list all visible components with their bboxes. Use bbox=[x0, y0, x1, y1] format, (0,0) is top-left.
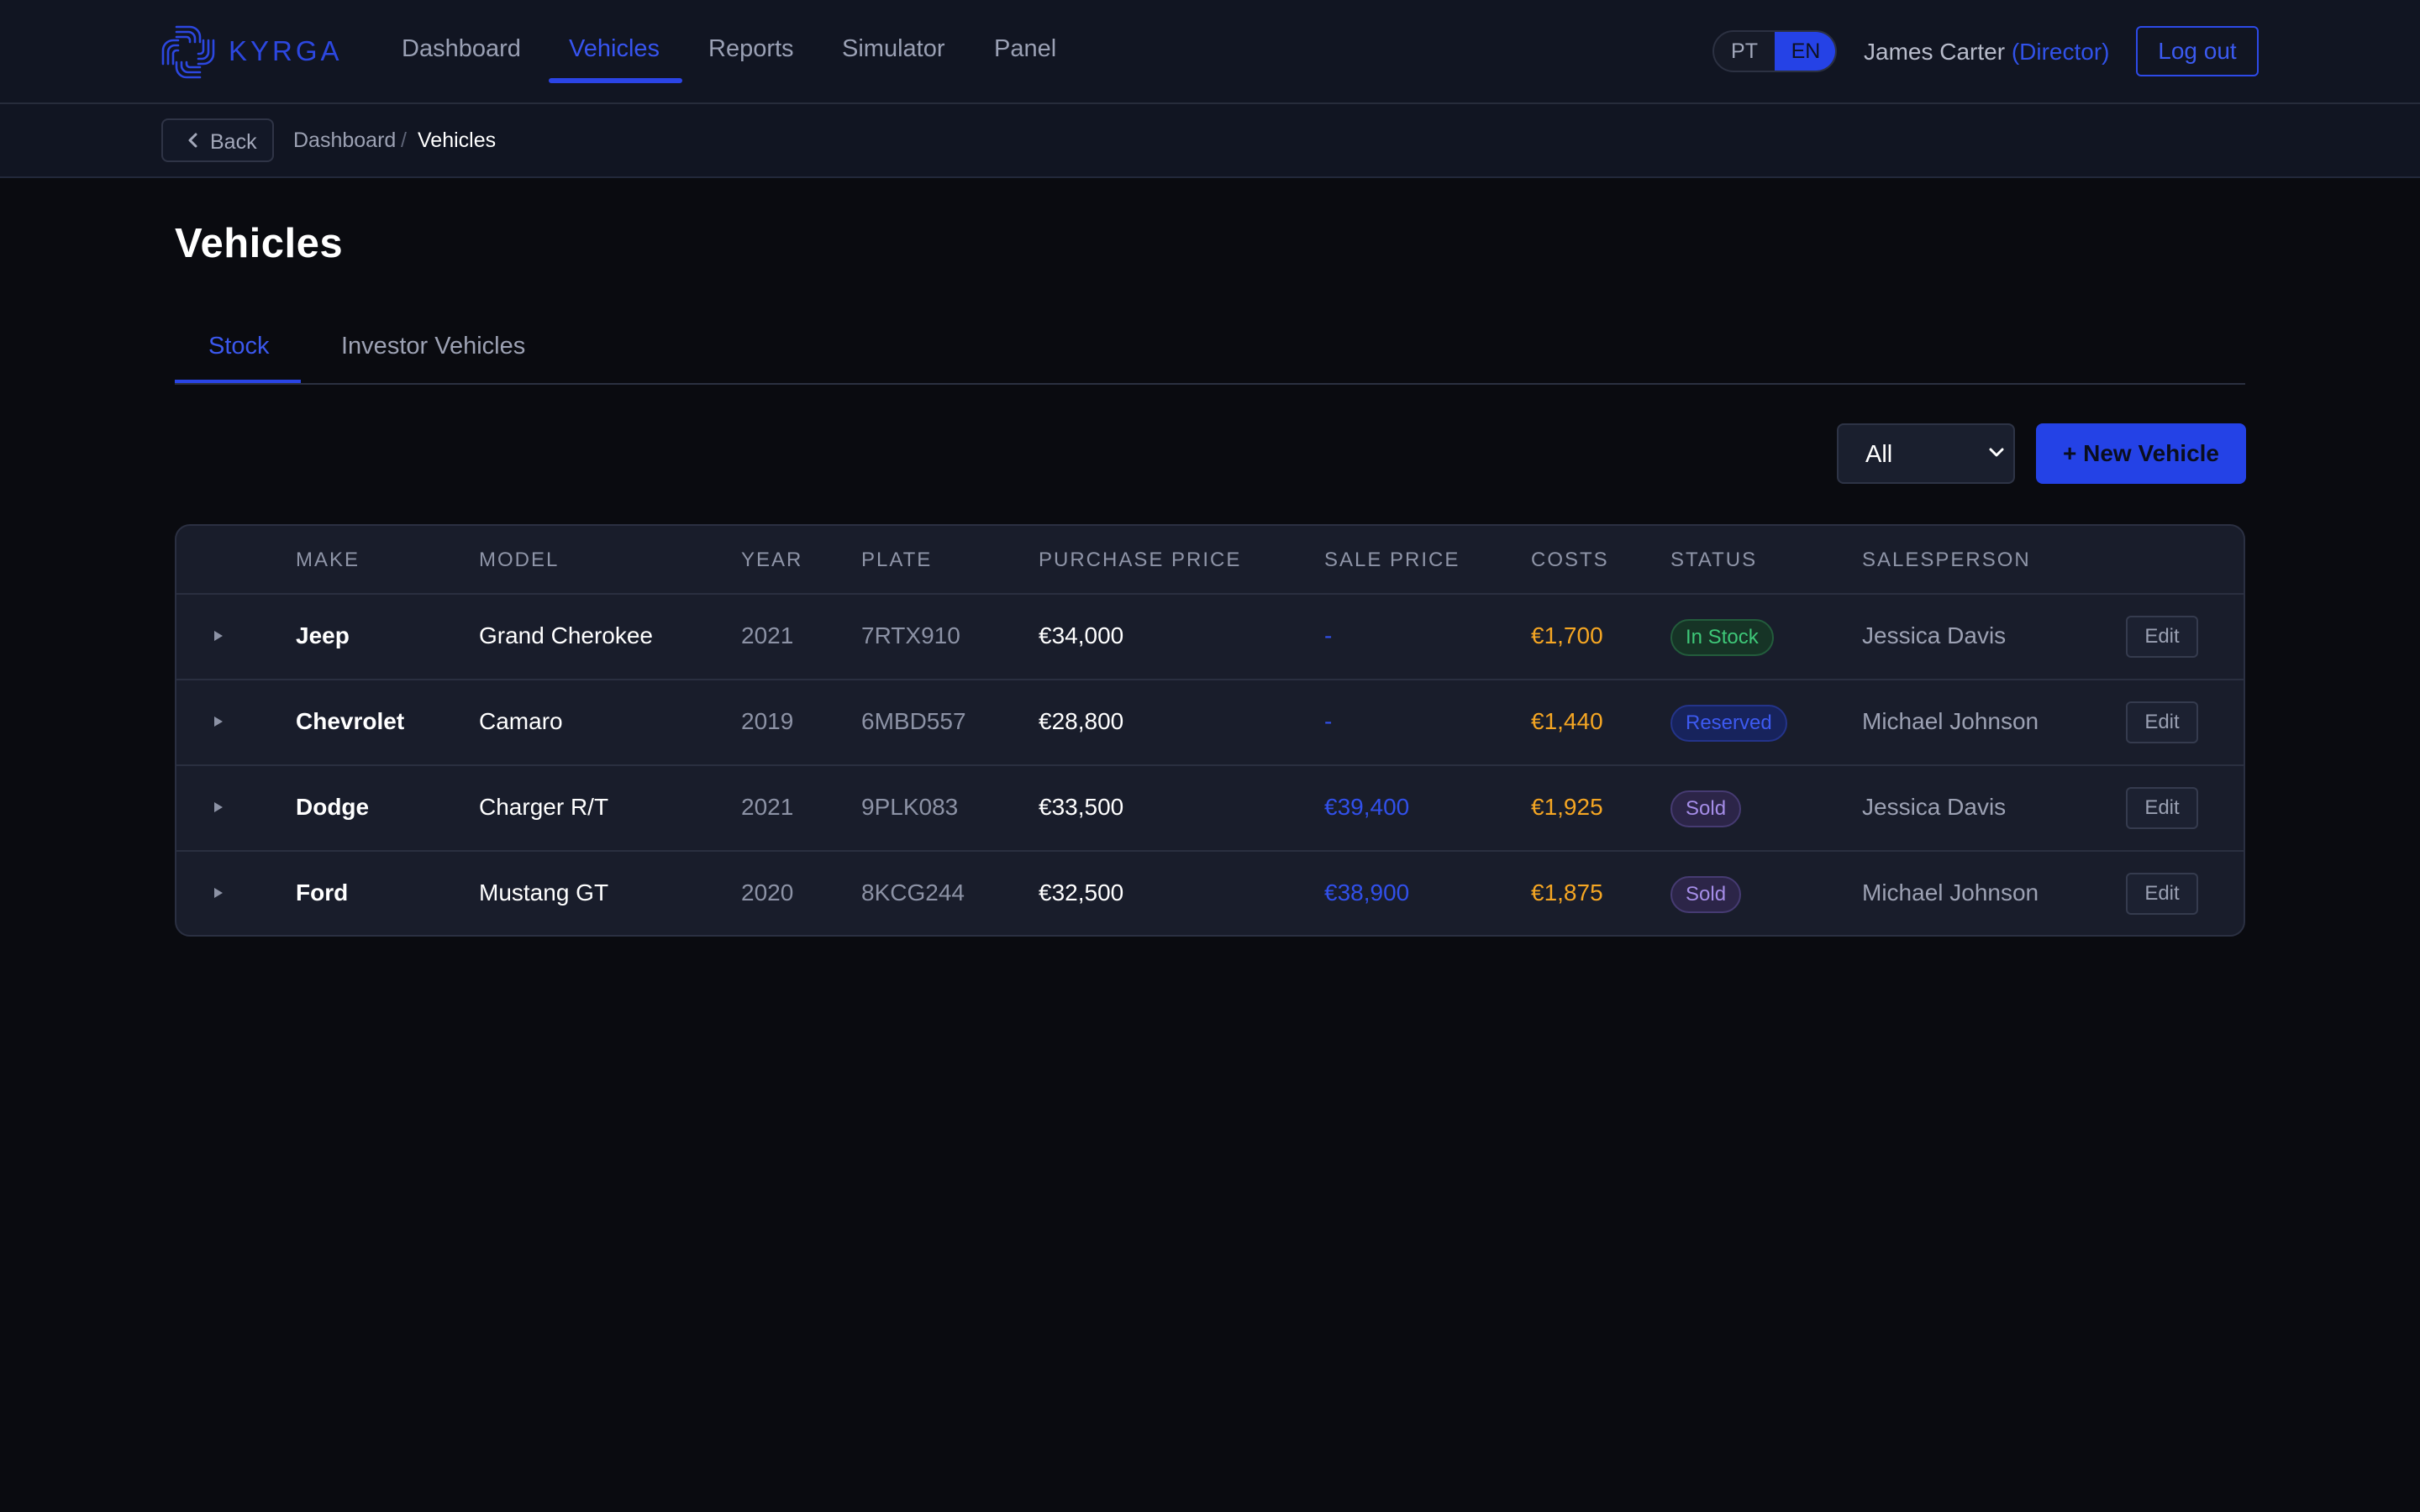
chevron-down-icon bbox=[1989, 448, 2004, 457]
lang-pt[interactable]: PT bbox=[1731, 39, 1758, 63]
brand-name[interactable]: KYRGA bbox=[229, 35, 343, 66]
cell-costs: €1,925 bbox=[1531, 794, 1603, 820]
cell-model: Charger R/T bbox=[479, 794, 609, 820]
back-label: Back bbox=[210, 130, 257, 154]
status-badge: Sold bbox=[1670, 790, 1742, 827]
status-filter-select[interactable]: All bbox=[1837, 423, 2015, 484]
edit-button[interactable]: Edit bbox=[2126, 616, 2198, 658]
nav-vehicles[interactable]: Vehicles bbox=[569, 35, 660, 62]
nav-simulator[interactable]: Simulator bbox=[842, 35, 945, 62]
col-plate: PLATE bbox=[861, 549, 933, 571]
col-costs: COSTS bbox=[1531, 549, 1609, 571]
cell-sale-price: - bbox=[1324, 708, 1333, 734]
cell-costs: €1,440 bbox=[1531, 708, 1603, 734]
table-row: Ford Mustang GT 2020 8KCG244 €32,500 €38… bbox=[176, 852, 2244, 935]
cell-plate: 9PLK083 bbox=[861, 794, 959, 820]
filter-value: All bbox=[1865, 441, 1893, 468]
col-sale-price: SALE PRICE bbox=[1324, 549, 1460, 571]
cell-sale-price: - bbox=[1324, 622, 1333, 648]
col-purchase-price: PURCHASE PRICE bbox=[1039, 549, 1242, 571]
cell-purchase-price: €32,500 bbox=[1039, 879, 1124, 906]
top-navbar: KYRGA Dashboard Vehicles Reports Simulat… bbox=[0, 0, 2420, 104]
table-header: MAKE MODEL YEAR PLATE PURCHASE PRICE SAL… bbox=[176, 526, 2244, 595]
col-status: STATUS bbox=[1670, 549, 1758, 571]
cell-model: Mustang GT bbox=[479, 879, 609, 906]
language-toggle: PT EN bbox=[1712, 30, 1837, 72]
cell-model: Grand Cherokee bbox=[479, 622, 654, 648]
cell-sale-price: €38,900 bbox=[1324, 879, 1410, 906]
cell-salesperson: Jessica Davis bbox=[1862, 622, 2007, 648]
col-make: MAKE bbox=[296, 549, 360, 571]
expand-row-icon[interactable] bbox=[212, 628, 225, 643]
nav-panel[interactable]: Panel bbox=[994, 35, 1057, 62]
cell-costs: €1,875 bbox=[1531, 879, 1603, 906]
col-year: YEAR bbox=[741, 549, 803, 571]
nav-active-indicator bbox=[549, 78, 682, 83]
col-salesperson: SALESPERSON bbox=[1862, 549, 2031, 571]
edit-button[interactable]: Edit bbox=[2126, 701, 2198, 743]
edit-button[interactable]: Edit bbox=[2126, 787, 2198, 829]
breadcrumb-dashboard[interactable]: Dashboard bbox=[293, 129, 397, 152]
cell-sale-price: €39,400 bbox=[1324, 794, 1410, 820]
tab-investor-vehicles[interactable]: Investor Vehicles bbox=[341, 333, 526, 360]
user-name: James Carter bbox=[1864, 39, 2006, 65]
cell-purchase-price: €34,000 bbox=[1039, 622, 1124, 648]
breadcrumb-bar: Back Dashboard / Vehicles bbox=[0, 104, 2420, 178]
cell-plate: 7RTX910 bbox=[861, 622, 960, 648]
user-role: (Director) bbox=[2011, 39, 2110, 65]
col-model: MODEL bbox=[479, 549, 560, 571]
user-info: James Carter (Director) bbox=[1864, 39, 2110, 66]
cell-make: Dodge bbox=[296, 794, 370, 820]
cell-salesperson: Michael Johnson bbox=[1862, 879, 2039, 906]
table-row: Jeep Grand Cherokee 2021 7RTX910 €34,000… bbox=[176, 595, 2244, 680]
new-vehicle-button[interactable]: + New Vehicle bbox=[2036, 423, 2246, 484]
cell-model: Camaro bbox=[479, 708, 563, 734]
expand-row-icon[interactable] bbox=[212, 714, 225, 729]
kyrga-logo-icon[interactable] bbox=[160, 24, 217, 81]
cell-make: Jeep bbox=[296, 622, 350, 648]
cell-costs: €1,700 bbox=[1531, 622, 1603, 648]
tab-stock[interactable]: Stock bbox=[208, 333, 270, 360]
status-badge: In Stock bbox=[1670, 619, 1774, 656]
table-row: Chevrolet Camaro 2019 6MBD557 €28,800 - … bbox=[176, 680, 2244, 766]
page-title: Vehicles bbox=[175, 221, 344, 266]
cell-make: Chevrolet bbox=[296, 708, 405, 734]
back-button[interactable]: Back bbox=[161, 118, 274, 162]
lang-en[interactable]: EN bbox=[1775, 32, 1835, 71]
cell-plate: 6MBD557 bbox=[861, 708, 966, 734]
table-row: Dodge Charger R/T 2021 9PLK083 €33,500 €… bbox=[176, 766, 2244, 852]
chevron-left-icon bbox=[188, 133, 197, 148]
expand-row-icon[interactable] bbox=[212, 885, 225, 900]
logout-button[interactable]: Log out bbox=[2136, 26, 2259, 76]
cell-purchase-price: €28,800 bbox=[1039, 708, 1124, 734]
cell-year: 2019 bbox=[741, 708, 794, 734]
nav-dashboard[interactable]: Dashboard bbox=[402, 35, 521, 62]
expand-row-icon[interactable] bbox=[212, 800, 225, 815]
cell-year: 2020 bbox=[741, 879, 794, 906]
nav-reports[interactable]: Reports bbox=[708, 35, 794, 62]
breadcrumb-separator: / bbox=[401, 129, 407, 152]
tab-active-indicator bbox=[175, 380, 301, 383]
status-badge: Reserved bbox=[1670, 705, 1787, 742]
cell-purchase-price: €33,500 bbox=[1039, 794, 1124, 820]
tab-bar: Stock Investor Vehicles bbox=[175, 312, 2245, 385]
cell-plate: 8KCG244 bbox=[861, 879, 965, 906]
cell-year: 2021 bbox=[741, 622, 794, 648]
status-badge: Sold bbox=[1670, 876, 1742, 913]
breadcrumb-current: Vehicles bbox=[418, 129, 497, 152]
vehicles-table: MAKE MODEL YEAR PLATE PURCHASE PRICE SAL… bbox=[175, 524, 2245, 937]
cell-make: Ford bbox=[296, 879, 349, 906]
cell-salesperson: Jessica Davis bbox=[1862, 794, 2007, 820]
cell-year: 2021 bbox=[741, 794, 794, 820]
edit-button[interactable]: Edit bbox=[2126, 873, 2198, 915]
cell-salesperson: Michael Johnson bbox=[1862, 708, 2039, 734]
